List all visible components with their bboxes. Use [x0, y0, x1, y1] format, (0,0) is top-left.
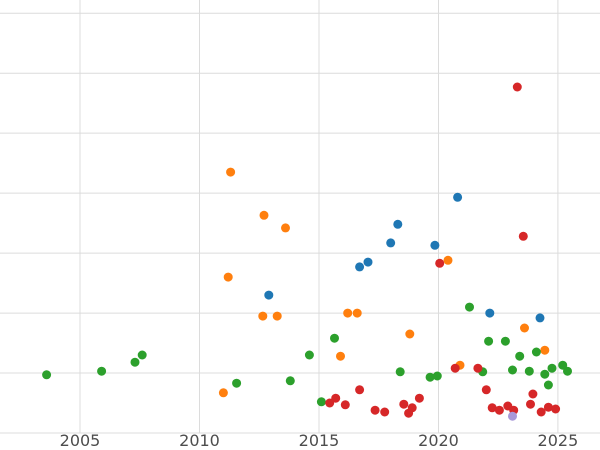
data-point-series-green	[515, 351, 525, 361]
x-tick-label: 2025	[538, 431, 579, 450]
data-point-series-red	[414, 393, 424, 403]
x-tick-label: 2015	[299, 431, 340, 450]
data-point-series-red	[407, 403, 417, 413]
data-point-series-red	[380, 407, 390, 417]
data-point-series-green	[97, 366, 107, 376]
data-point-series-red	[512, 82, 522, 92]
data-point-series-green	[547, 363, 557, 373]
data-point-series-green	[558, 360, 568, 370]
data-point-series-green	[232, 378, 242, 388]
x-tick-label: 2005	[60, 431, 101, 450]
data-point-series-orange	[405, 329, 415, 339]
data-point-series-orange	[258, 311, 268, 321]
data-point-series-green	[304, 350, 314, 360]
data-point-series-green	[531, 347, 541, 357]
data-point-series-green	[137, 350, 147, 360]
data-point-series-green	[330, 333, 339, 343]
data-point-series-red	[543, 402, 553, 412]
data-point-series-green	[524, 366, 534, 376]
data-point-series-green	[500, 336, 510, 346]
data-point-series-blue	[264, 290, 274, 300]
data-point-series-orange	[272, 311, 282, 321]
data-point-series-blue	[386, 238, 396, 248]
data-point-series-blue	[535, 313, 545, 323]
data-point-series-red	[340, 400, 350, 410]
data-point-series-blue	[453, 192, 463, 202]
data-point-series-red	[518, 231, 528, 241]
data-point-series-red	[487, 403, 497, 413]
data-point-series-green	[540, 369, 550, 379]
data-point-series-red	[536, 407, 546, 417]
data-point-series-blue	[485, 308, 495, 318]
data-point-series-red	[481, 385, 491, 395]
data-point-series-red	[370, 405, 380, 415]
data-point-series-orange	[226, 167, 236, 177]
data-point-series-green	[484, 336, 494, 346]
data-point-series-green	[42, 370, 52, 380]
x-tick-label: 2020	[418, 431, 459, 450]
data-point-series-blue	[355, 262, 365, 272]
data-point-series-red	[526, 399, 535, 409]
data-point-series-green	[130, 357, 140, 367]
x-tick-label: 2010	[179, 431, 220, 450]
data-point-series-purple	[508, 411, 517, 421]
data-point-series-red	[473, 363, 483, 373]
data-point-series-orange	[336, 351, 345, 361]
data-point-series-blue	[430, 240, 440, 250]
data-point-series-red	[551, 404, 561, 414]
data-point-series-orange	[520, 323, 529, 333]
data-point-series-red	[494, 405, 504, 415]
data-point-series-green	[563, 366, 572, 376]
data-point-series-green	[465, 302, 474, 312]
data-point-series-blue	[393, 219, 403, 229]
data-point-series-green	[285, 376, 295, 386]
data-point-series-red	[528, 389, 538, 399]
data-point-series-orange	[343, 308, 353, 318]
data-point-series-orange	[281, 223, 290, 233]
data-point-series-orange	[443, 255, 453, 265]
data-point-series-green	[395, 367, 405, 377]
data-point-series-red	[325, 398, 335, 408]
data-point-series-green	[425, 372, 435, 382]
data-point-series-orange	[218, 388, 228, 398]
data-point-series-orange	[223, 272, 233, 282]
data-point-series-blue	[363, 257, 373, 267]
data-point-series-red	[450, 363, 460, 373]
data-point-series-green	[316, 397, 326, 407]
data-point-series-orange	[352, 308, 362, 318]
data-point-series-green	[432, 371, 442, 381]
data-point-series-orange	[540, 345, 550, 355]
data-point-series-red	[399, 399, 409, 409]
data-point-series-red	[435, 258, 445, 268]
data-point-series-green	[508, 365, 517, 375]
data-point-series-red	[355, 385, 365, 395]
data-point-series-green	[543, 380, 553, 390]
data-point-series-red	[331, 393, 341, 403]
data-point-series-orange	[259, 210, 269, 220]
